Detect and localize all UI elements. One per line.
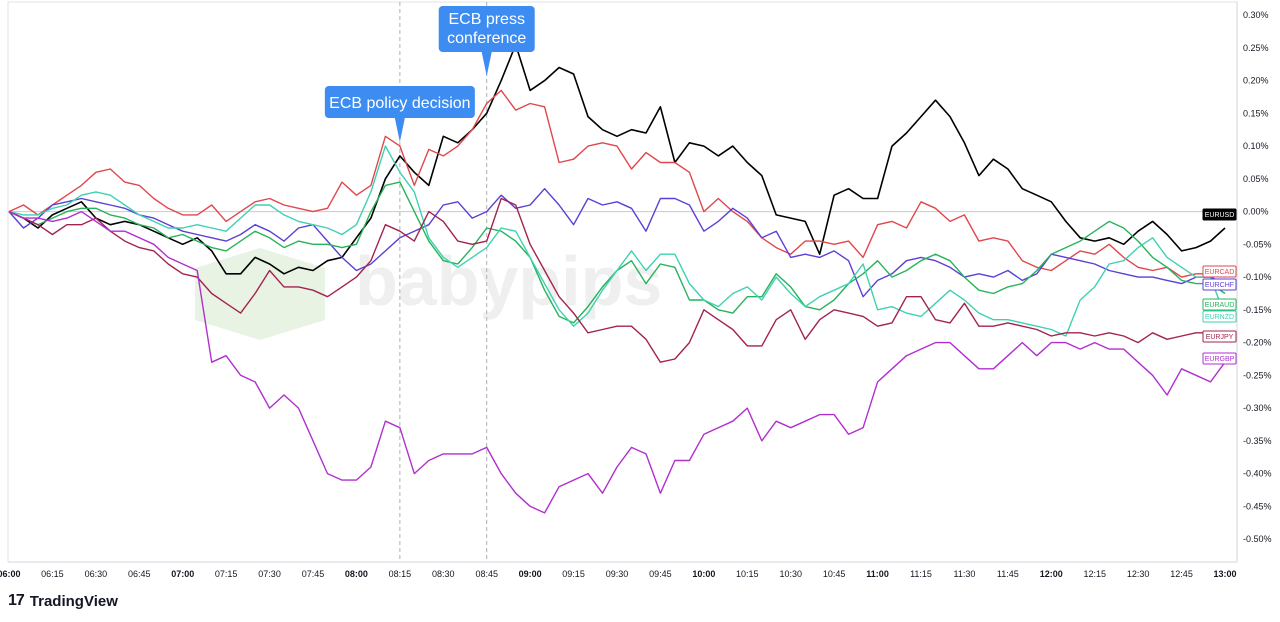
series-end-label-box	[1202, 265, 1237, 278]
x-tick-label: 09:45	[649, 569, 672, 579]
series-line-eurcad	[8, 89, 1226, 278]
y-tick-label: -0.45%	[1243, 501, 1272, 511]
series-end-label-box	[1202, 208, 1237, 221]
y-tick-label: 0.00%	[1243, 207, 1269, 217]
series-end-labels: EURUSD EURCAD EURCHF EURAUD EURNZD EURJPY EURG…	[1202, 208, 1237, 365]
x-tick-label: 08:00	[345, 569, 368, 579]
annotation-pointer	[481, 52, 492, 76]
series-end-label-text: EURAUD	[1205, 302, 1235, 309]
annotation-callout: ECB policy decision	[324, 86, 475, 142]
annotation-text: ECB press	[448, 11, 524, 28]
series-line-eurjpy	[8, 197, 1226, 363]
annotation-callout: ECB press conference	[438, 6, 535, 76]
x-tick-label: 11:00	[866, 569, 889, 579]
x-tick-label: 12:00	[1040, 569, 1063, 579]
series-line-eurusd	[8, 43, 1226, 275]
y-tick-label: 0.05%	[1243, 174, 1269, 184]
x-tick-label: 13:00	[1213, 569, 1236, 579]
series-end-label-text: EURCAD	[1205, 269, 1235, 276]
watermark-text: babypips	[355, 242, 662, 320]
y-tick-label: 0.30%	[1243, 10, 1269, 20]
x-axis: 06:00 06:15 06:30 06:45 07:00 07:15 07:30 07:45…	[0, 561, 1237, 579]
y-tick-label: -0.10%	[1243, 272, 1272, 282]
series-end-label-box	[1202, 352, 1237, 365]
series-line-eurnzd	[8, 145, 1226, 337]
series-end-label-text: EURJPY	[1206, 334, 1234, 341]
series-end-label-eurusd: EURUSD	[1202, 208, 1237, 221]
series-end-label-text: EURNZD	[1205, 314, 1234, 321]
series-end-label-text: EURCHF	[1205, 282, 1234, 289]
series-lines	[8, 43, 1226, 514]
annotation-box	[438, 6, 535, 52]
y-tick-label: 0.20%	[1243, 76, 1269, 86]
x-tick-label: 08:15	[389, 569, 412, 579]
tradingview-logo-text: TradingView	[29, 592, 118, 610]
series-line-eurgbp	[8, 210, 1226, 514]
x-tick-label: 11:30	[953, 569, 975, 579]
x-tick-label: 10:45	[823, 569, 846, 579]
annotation-pointer	[394, 118, 405, 142]
watermark: babypips	[195, 242, 662, 340]
x-tick-label: 08:30	[432, 569, 455, 579]
x-tick-label: 08:45	[475, 569, 498, 579]
annotations: ECB policy decision ECB press conference	[324, 6, 535, 142]
annotation-text: conference	[447, 30, 526, 47]
series-end-label-text: EURUSD	[1205, 212, 1235, 219]
watermark-logo-shape	[195, 248, 325, 340]
x-tick-label: 06:45	[128, 569, 151, 579]
x-tick-label: 11:15	[910, 569, 932, 579]
y-tick-label: -0.15%	[1243, 305, 1272, 315]
y-tick-label: 0.10%	[1243, 141, 1269, 151]
x-tick-label: 10:15	[736, 569, 759, 579]
y-tick-label: -0.35%	[1243, 436, 1272, 446]
x-tick-label: 11:45	[997, 569, 1019, 579]
annotation-box	[324, 86, 475, 118]
series-end-label-eurnzd: EURNZD	[1202, 310, 1237, 323]
series-end-label-box	[1202, 310, 1237, 323]
annotation-text: ECB policy decision	[329, 95, 470, 112]
y-tick-label: -0.20%	[1243, 338, 1272, 348]
x-tick-label: 07:00	[171, 569, 194, 579]
x-tick-label: 09:15	[562, 569, 585, 579]
y-tick-label: -0.30%	[1243, 403, 1272, 413]
tradingview-logo: 17 TradingView	[8, 592, 118, 610]
x-tick-label: 12:30	[1127, 569, 1150, 579]
x-tick-label: 07:30	[258, 569, 281, 579]
tradingview-logo-icon: 17	[8, 592, 25, 609]
x-tick-label: 09:00	[519, 569, 542, 579]
x-tick-label: 06:30	[85, 569, 108, 579]
x-tick-label: 07:15	[215, 569, 238, 579]
x-tick-label: 12:15	[1083, 569, 1106, 579]
x-tick-label: 10:30	[779, 569, 802, 579]
y-tick-label: -0.25%	[1243, 370, 1272, 380]
x-tick-label: 09:30	[606, 569, 629, 579]
y-tick-label: 0.15%	[1243, 108, 1269, 118]
x-tick-label: 07:45	[302, 569, 325, 579]
x-tick-label: 10:00	[692, 569, 715, 579]
y-tick-label: 0.25%	[1243, 43, 1269, 53]
series-end-label-euraud: EURAUD	[1202, 298, 1237, 311]
y-tick-label: -0.50%	[1243, 534, 1272, 544]
y-tick-label: -0.05%	[1243, 239, 1272, 249]
x-tick-label: 06:15	[41, 569, 64, 579]
series-end-label-box	[1202, 298, 1237, 311]
series-line-eurchf	[8, 188, 1226, 298]
series-end-label-eurcad: EURCAD	[1202, 265, 1237, 278]
series-end-label-box	[1202, 330, 1237, 343]
series-end-label-eurjpy: EURJPY	[1202, 330, 1237, 343]
series-end-label-text: EURGBP	[1205, 356, 1235, 363]
x-tick-label: 06:00	[0, 569, 21, 579]
y-axis: 0.30% 0.25% 0.20% 0.15% 0.10% 0.05% 0.00% -0.05…	[1236, 2, 1272, 562]
y-tick-label: -0.40%	[1243, 469, 1272, 479]
series-end-label-eurchf: EURCHF	[1202, 278, 1237, 291]
x-tick-label: 12:45	[1170, 569, 1193, 579]
series-end-label-box	[1202, 278, 1237, 291]
series-end-label-eurgbp: EURGBP	[1202, 352, 1237, 365]
